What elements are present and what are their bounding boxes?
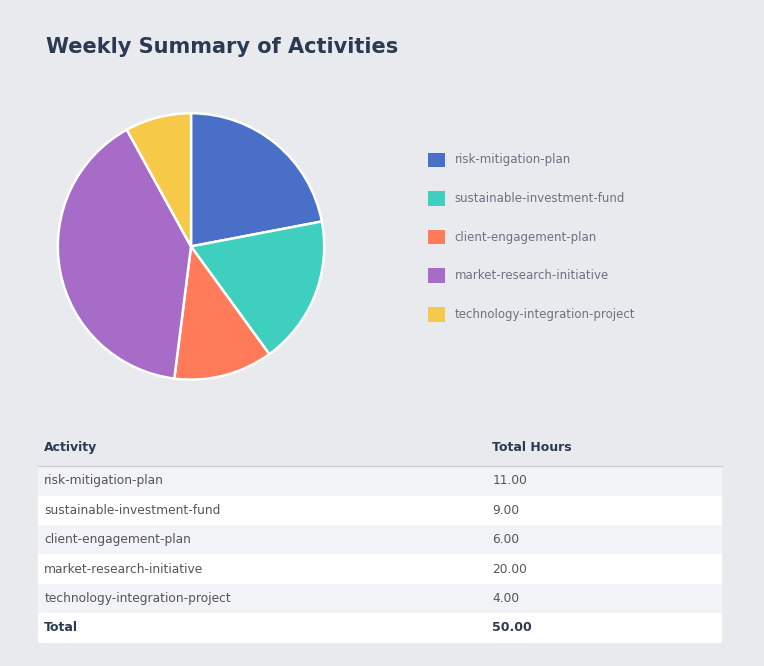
Wedge shape [191,222,324,354]
Text: 9.00: 9.00 [492,503,520,517]
Text: client-engagement-plan: client-engagement-plan [455,230,597,244]
Text: 11.00: 11.00 [492,474,527,488]
Wedge shape [174,246,269,380]
Text: 20.00: 20.00 [492,563,527,575]
Text: technology-integration-project: technology-integration-project [44,592,231,605]
Wedge shape [191,113,322,246]
Text: Total Hours: Total Hours [492,442,571,454]
Text: Activity: Activity [44,442,98,454]
Text: market-research-initiative: market-research-initiative [455,269,609,282]
Text: market-research-initiative: market-research-initiative [44,563,203,575]
Text: technology-integration-project: technology-integration-project [455,308,635,321]
Text: risk-mitigation-plan: risk-mitigation-plan [455,153,571,166]
Text: sustainable-investment-fund: sustainable-investment-fund [44,503,221,517]
Text: risk-mitigation-plan: risk-mitigation-plan [44,474,164,488]
Text: Total: Total [44,621,79,635]
Wedge shape [127,113,191,246]
Text: client-engagement-plan: client-engagement-plan [44,533,191,546]
Text: sustainable-investment-fund: sustainable-investment-fund [455,192,625,205]
Text: 50.00: 50.00 [492,621,532,635]
Text: 4.00: 4.00 [492,592,520,605]
Text: 6.00: 6.00 [492,533,520,546]
Wedge shape [58,130,191,378]
Text: Weekly Summary of Activities: Weekly Summary of Activities [46,37,398,57]
